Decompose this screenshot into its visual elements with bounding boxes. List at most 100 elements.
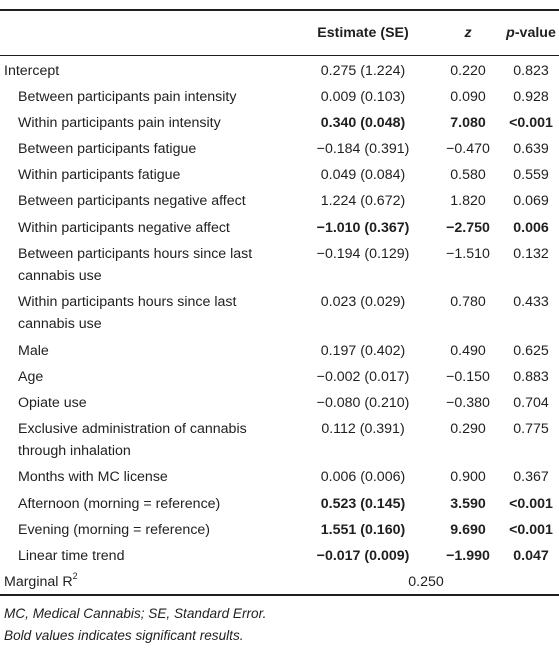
estimate-cell: −1.010 (0.367) <box>316 219 410 236</box>
table-row: Exclusive administration of cannabis thr… <box>0 416 559 465</box>
table-row: Within participants pain intensity 0.340 … <box>0 110 559 136</box>
table-row: Intercept 0.275 (1.224) 0.220 0.823 <box>0 58 559 84</box>
row-label: Between participants pain intensity <box>18 89 237 106</box>
p-value-cell: 0.625 <box>513 342 549 359</box>
z-cell: −0.470 <box>446 141 490 158</box>
p-value-cell: 0.883 <box>513 368 549 385</box>
header-rule <box>0 55 559 57</box>
estimate-cell: −0.017 (0.009) <box>316 547 410 564</box>
header-z: z <box>464 25 472 41</box>
p-value-cell: 0.006 <box>513 219 549 236</box>
estimate-cell: 0.197 (0.402) <box>320 342 406 359</box>
z-cell: 0.900 <box>450 469 486 486</box>
table-row: Opiate use −0.080 (0.210) −0.380 0.704 <box>0 390 559 416</box>
table-row: Between participants fatigue −0.184 (0.39… <box>0 136 559 162</box>
table-row: Months with MC license 0.006 (0.006) 0.900… <box>0 464 559 490</box>
row-label: Linear time trend <box>18 547 125 564</box>
z-cell: 0.290 <box>450 420 486 437</box>
row-label: Evening (morning = reference) <box>18 521 211 538</box>
bottom-rule <box>0 594 559 596</box>
z-cell: −1.990 <box>446 547 490 564</box>
table-row: Within participants negative affect −1.01… <box>0 215 559 241</box>
p-value-cell: 0.639 <box>513 141 549 158</box>
marginal-r2-label: Marginal R2 <box>4 571 284 593</box>
row-label: Male <box>18 342 49 359</box>
header-p-value: p-value <box>503 11 559 55</box>
estimate-cell: 0.009 (0.103) <box>320 89 406 106</box>
z-cell: 0.780 <box>450 294 486 311</box>
p-value-cell: 0.367 <box>513 469 549 486</box>
z-cell: −0.150 <box>446 368 490 385</box>
row-label: Intercept <box>4 63 60 79</box>
estimate-cell: 0.023 (0.029) <box>320 294 406 311</box>
z-cell: −2.750 <box>446 219 490 236</box>
estimate-cell: 1.224 (0.672) <box>320 193 406 210</box>
row-label: Between participants hours since last ca… <box>18 245 253 284</box>
table-row: Evening (morning = reference) 1.551 (0.16… <box>0 517 559 543</box>
p-value-cell: <0.001 <box>509 115 553 132</box>
z-cell: 7.080 <box>450 115 486 132</box>
z-cell: −0.380 <box>446 394 490 411</box>
marginal-r2-row: Marginal R2 0.250 <box>0 569 559 595</box>
row-label: Months with MC license <box>18 469 168 486</box>
estimate-cell: −0.080 (0.210) <box>316 394 410 411</box>
z-cell: −1.510 <box>446 245 490 262</box>
p-value-cell: <0.001 <box>509 495 553 512</box>
table-row: Age −0.002 (0.017) −0.150 0.883 <box>0 364 559 390</box>
estimate-cell: −0.184 (0.391) <box>316 141 410 158</box>
p-value-cell: 0.775 <box>513 420 549 437</box>
p-value-cell: 0.047 <box>513 547 549 564</box>
z-cell: 3.590 <box>450 495 486 512</box>
z-cell: 1.820 <box>450 193 486 210</box>
p-value-cell: 0.823 <box>513 63 549 79</box>
row-label: Opiate use <box>18 394 87 411</box>
footnote-abbreviations: MC, Medical Cannabis; SE, Standard Error… <box>4 606 267 621</box>
table-row: Within participants hours since last can… <box>0 289 559 338</box>
estimate-cell: 0.340 (0.048) <box>320 115 406 132</box>
table-body: Intercept 0.275 (1.224) 0.220 0.823 Between … <box>0 58 559 595</box>
p-value-cell: 0.704 <box>513 394 549 411</box>
estimate-cell: 1.551 (0.160) <box>320 521 406 538</box>
p-value-cell: 0.132 <box>513 245 549 262</box>
top-rule <box>0 9 559 11</box>
z-cell: 0.490 <box>450 342 486 359</box>
table-row: Between participants negative affect 1.22… <box>0 188 559 214</box>
estimate-cell: 0.049 (0.084) <box>320 167 406 184</box>
header-p-suffix: -value <box>514 25 556 41</box>
marginal-r2-text: Marginal R <box>4 573 73 590</box>
z-cell: 0.580 <box>450 167 486 184</box>
marginal-r2-value: 0.250 <box>408 573 444 590</box>
p-value-cell: 0.928 <box>513 89 549 106</box>
z-cell: 0.220 <box>450 63 486 79</box>
estimate-cell: 0.275 (1.224) <box>320 63 406 79</box>
table-row: Linear time trend −0.017 (0.009) −1.990 0.0… <box>0 543 559 569</box>
table-row: Male 0.197 (0.402) 0.490 0.625 <box>0 338 559 364</box>
table-header: Estimate (SE) z p-value <box>0 11 559 55</box>
table-row: Between participants pain intensity 0.009… <box>0 84 559 110</box>
table-footnotes: MC, Medical Cannabis; SE, Standard Error… <box>4 603 554 647</box>
row-label: Between participants fatigue <box>18 141 197 158</box>
row-label: Afternoon (morning = reference) <box>18 495 221 512</box>
estimate-cell: 0.006 (0.006) <box>320 469 406 486</box>
estimate-cell: 0.523 (0.145) <box>320 495 406 512</box>
estimate-cell: −0.194 (0.129) <box>316 245 410 262</box>
row-label: Between participants negative affect <box>18 193 246 210</box>
table-row: Within participants fatigue 0.049 (0.084)… <box>0 162 559 188</box>
row-label: Age <box>18 368 44 385</box>
z-cell: 9.690 <box>450 521 486 538</box>
row-label: Exclusive administration of cannabis thr… <box>18 420 247 459</box>
row-label: Within participants pain intensity <box>18 115 221 132</box>
row-label: Within participants hours since last can… <box>18 294 237 333</box>
p-value-cell: 0.069 <box>513 193 549 210</box>
estimate-cell: 0.112 (0.391) <box>321 420 405 437</box>
table-row: Afternoon (morning = reference) 0.523 (0.… <box>0 491 559 517</box>
p-value-cell: <0.001 <box>509 521 553 538</box>
row-label: Within participants negative affect <box>18 219 230 236</box>
marginal-r2-superscript: 2 <box>72 570 78 581</box>
footnote-bold: Bold values indicates significant result… <box>4 628 244 643</box>
row-label: Within participants fatigue <box>18 167 181 184</box>
p-value-cell: 0.433 <box>513 294 549 311</box>
table-row: Between participants hours since last ca… <box>0 241 559 290</box>
z-cell: 0.090 <box>450 89 486 106</box>
